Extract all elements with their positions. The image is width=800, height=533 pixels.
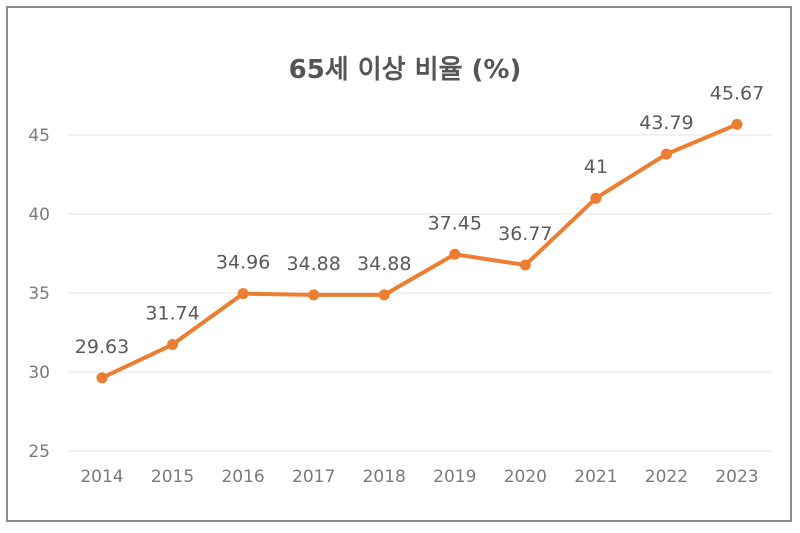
x-tick-label: 2018 xyxy=(363,467,406,487)
y-tick-label: 25 xyxy=(28,442,50,462)
data-point xyxy=(96,372,108,384)
x-tick-label: 2023 xyxy=(715,467,758,487)
data-point xyxy=(308,289,320,301)
x-tick-label: 2017 xyxy=(292,467,335,487)
x-tick-label: 2014 xyxy=(80,467,123,487)
data-label: 34.88 xyxy=(286,253,340,275)
x-tick-label: 2022 xyxy=(645,467,688,487)
data-label: 34.88 xyxy=(357,253,411,275)
data-label: 36.77 xyxy=(498,223,552,245)
x-tick-label: 2016 xyxy=(221,467,264,487)
data-label: 29.63 xyxy=(75,336,129,358)
x-tick-label: 2021 xyxy=(574,467,617,487)
data-label: 45.67 xyxy=(710,82,764,104)
x-tick-label: 2019 xyxy=(433,467,476,487)
x-tick-label: 2020 xyxy=(504,467,547,487)
y-tick-label: 45 xyxy=(28,126,50,146)
chart-title: 65세 이상 비율 (%) xyxy=(289,55,522,85)
y-tick-label: 35 xyxy=(28,284,50,304)
data-point xyxy=(590,192,602,204)
data-label: 31.74 xyxy=(145,303,199,325)
data-point xyxy=(237,288,249,300)
data-point xyxy=(167,339,179,351)
data-point xyxy=(519,259,531,271)
x-tick-label: 2015 xyxy=(151,467,194,487)
data-label: 34.96 xyxy=(216,252,270,274)
data-label: 41 xyxy=(584,156,608,178)
data-point xyxy=(449,248,461,260)
data-point xyxy=(731,118,743,130)
series-line xyxy=(100,122,739,380)
data-label: 43.79 xyxy=(639,112,693,134)
data-label: 37.45 xyxy=(428,212,482,234)
y-tick-label: 30 xyxy=(28,363,50,383)
y-tick-label: 40 xyxy=(28,205,50,225)
data-point xyxy=(660,148,672,160)
data-point xyxy=(378,289,390,301)
chart-frame xyxy=(6,6,792,522)
